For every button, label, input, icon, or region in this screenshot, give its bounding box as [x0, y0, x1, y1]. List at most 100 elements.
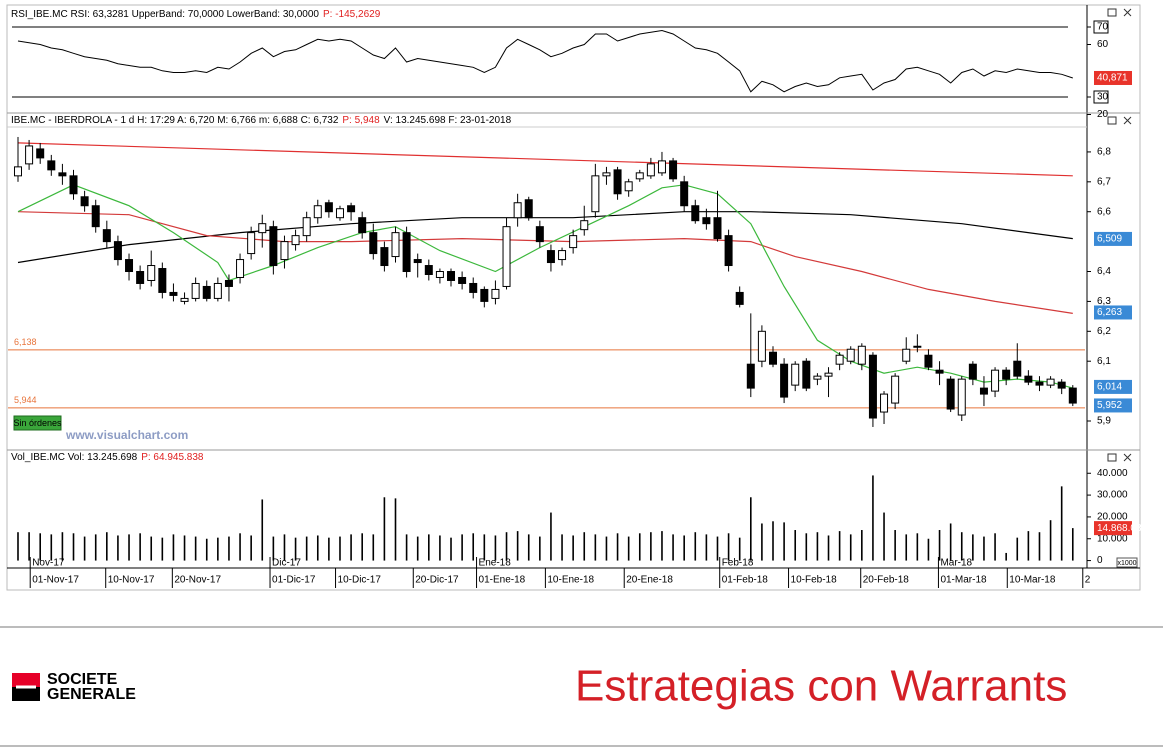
- x-tick-label: 20-Dic-17: [415, 575, 459, 586]
- volume-bar: [616, 533, 619, 561]
- unit-label: x1000: [1117, 560, 1136, 567]
- footer-title: Estrategias con Warrants: [575, 662, 1067, 711]
- candle-body: [558, 250, 567, 261]
- watermark: www.visualchart.com: [65, 428, 188, 442]
- candle-body: [713, 217, 722, 240]
- candle-body: [458, 276, 467, 284]
- maximize-icon[interactable]: [1107, 116, 1117, 125]
- value-tag: [1094, 398, 1132, 413]
- candle-body: [236, 259, 245, 278]
- candle-body: [469, 282, 478, 293]
- volume-bar: [539, 536, 541, 561]
- close-icon[interactable]: [1123, 8, 1132, 17]
- candle-body: [180, 297, 189, 302]
- candle-body: [224, 279, 233, 287]
- candle-body: [369, 232, 378, 255]
- volume-bar: [283, 534, 286, 561]
- volume-bar: [838, 531, 841, 561]
- panel-controls: [1107, 8, 1132, 462]
- value-tag-label: 14.868.03: [1097, 523, 1142, 534]
- volume-bar: [472, 533, 475, 561]
- volume-bar: [527, 534, 530, 561]
- volume-bar: [683, 535, 685, 561]
- volume-bar: [1071, 528, 1074, 561]
- candle-body: [669, 160, 678, 180]
- volume-bar: [416, 536, 419, 561]
- volume-bar: [805, 533, 808, 561]
- volume-bar: [872, 475, 874, 561]
- volume-bar: [383, 497, 386, 561]
- volume-bar: [228, 536, 230, 561]
- close-icon[interactable]: [1123, 116, 1132, 125]
- volume-bar: [272, 536, 275, 561]
- month-label: Ene-18: [479, 558, 512, 569]
- candle-body: [646, 163, 655, 177]
- month-label: Dic-17: [272, 558, 301, 569]
- overlay-line: [17, 142, 1073, 177]
- volume-bar: [594, 534, 597, 561]
- y-tick-label: 30: [1097, 92, 1109, 103]
- y-tick-label: 30.000: [1097, 490, 1128, 501]
- volume-bar: [106, 532, 108, 561]
- level-label: 6,138: [14, 337, 37, 347]
- volume-bar: [960, 532, 963, 561]
- logo: [12, 673, 40, 701]
- volume-bar: [172, 534, 175, 561]
- candle-body: [13, 166, 22, 177]
- volume-bar: [672, 534, 674, 561]
- close-icon[interactable]: [1123, 453, 1132, 462]
- candle-body: [591, 175, 600, 213]
- candle-body: [158, 268, 167, 293]
- volume-bar: [905, 534, 908, 561]
- logo-red: [12, 673, 40, 687]
- maximize-icon[interactable]: [1107, 453, 1117, 462]
- candle-body: [680, 181, 689, 207]
- volume-bar: [205, 538, 208, 561]
- value-tag-label: 5,952: [1097, 400, 1122, 411]
- candle-body: [358, 217, 367, 234]
- maximize-icon[interactable]: [1107, 8, 1117, 17]
- candle-body: [735, 291, 744, 305]
- volume-bar: [161, 537, 164, 561]
- candle-body: [280, 241, 289, 261]
- candle-body: [58, 172, 67, 177]
- volume-bar: [949, 523, 952, 561]
- volume-bar: [28, 532, 30, 561]
- volume-bar: [1038, 532, 1041, 561]
- candle-body: [802, 360, 811, 389]
- volume-bar: [927, 538, 930, 561]
- candle-body: [902, 348, 911, 362]
- volume-bar: [428, 534, 430, 561]
- header-text: IBE.MC - IBERDROLA - 1 d H: 17:29 A: 6,7…: [11, 115, 339, 126]
- volume-bar: [194, 536, 197, 561]
- volume-bar: [572, 535, 574, 561]
- candle-body: [313, 205, 322, 219]
- volume-bar: [83, 536, 86, 561]
- candle-body: [891, 375, 900, 404]
- value-tag-label: 6,263: [1097, 307, 1122, 318]
- candle-body: [702, 217, 711, 225]
- volume-bar: [72, 533, 75, 561]
- month-label: Mar-18: [940, 558, 972, 569]
- candle-body: [1035, 381, 1044, 386]
- candle-body: [335, 208, 344, 219]
- candle-body: [136, 271, 145, 284]
- volume-bar: [150, 536, 153, 561]
- volume-bar: [505, 532, 508, 561]
- volume-bar: [405, 534, 408, 561]
- candle-body: [147, 265, 156, 281]
- volume-bar: [128, 534, 130, 561]
- candle-body: [191, 282, 200, 299]
- candle-body: [413, 259, 422, 264]
- candle-body: [746, 363, 755, 389]
- candle-body: [913, 345, 922, 348]
- candle-body: [291, 235, 300, 246]
- y-tick-label: 5,9: [1097, 416, 1111, 427]
- volume-bar: [561, 534, 563, 561]
- candle-body: [757, 330, 766, 362]
- candle-body: [780, 363, 789, 398]
- logo-bar: [16, 685, 36, 689]
- value-tag-label: 40,871: [1097, 73, 1128, 84]
- candle-body: [957, 378, 966, 416]
- volume-bar: [372, 534, 375, 561]
